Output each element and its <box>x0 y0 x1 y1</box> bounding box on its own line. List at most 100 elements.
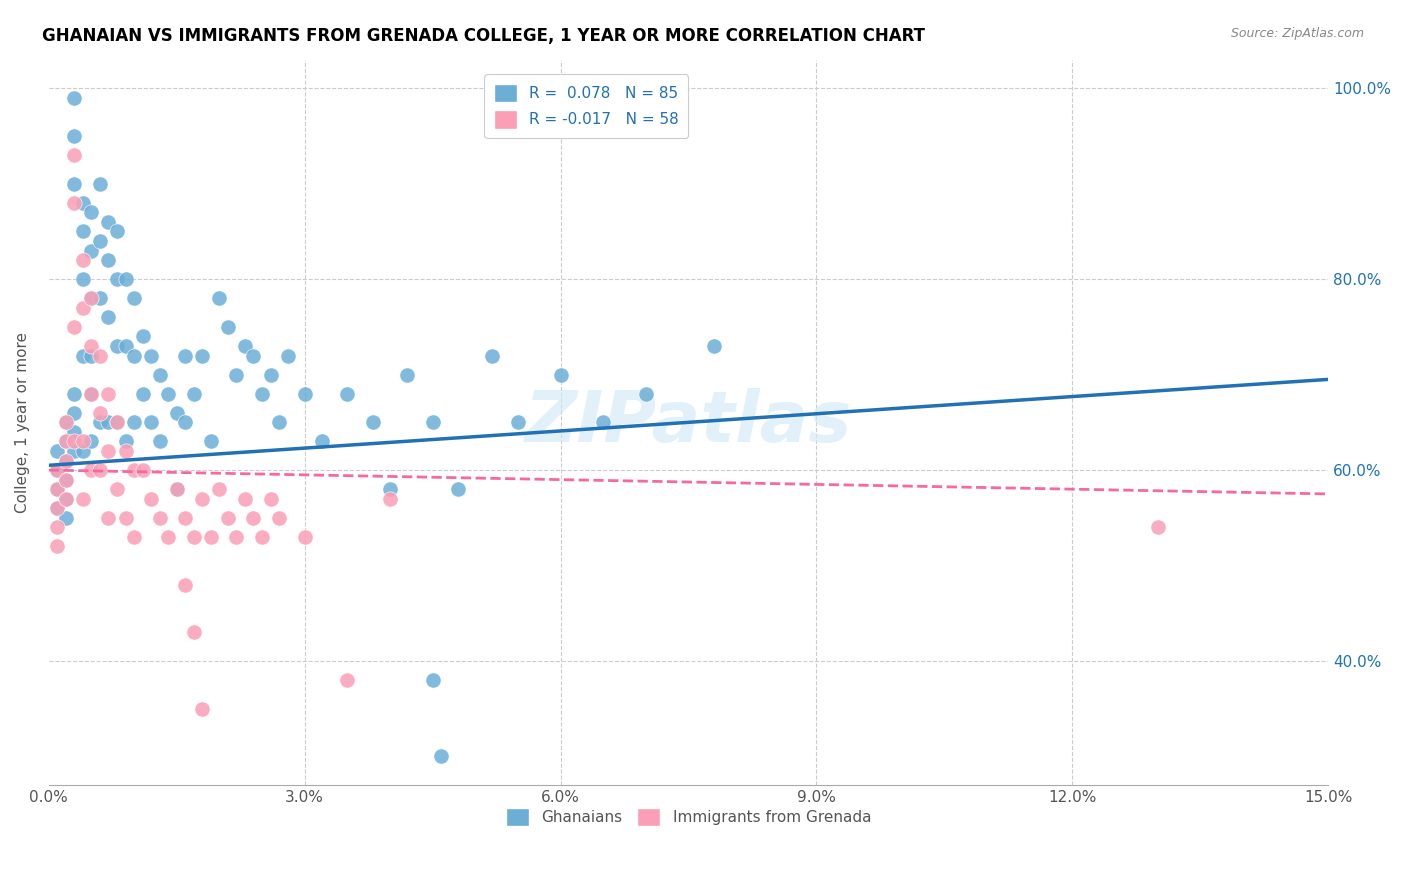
Point <box>361 415 384 429</box>
Point <box>55 453 77 467</box>
Point <box>703 339 725 353</box>
Point <box>191 349 214 363</box>
Point <box>55 473 77 487</box>
Point <box>149 510 172 524</box>
Point <box>122 530 145 544</box>
Point <box>114 339 136 353</box>
Point <box>63 91 86 105</box>
Point <box>80 291 103 305</box>
Point <box>80 463 103 477</box>
Point <box>55 491 77 506</box>
Point <box>63 177 86 191</box>
Point <box>55 453 77 467</box>
Point <box>481 349 503 363</box>
Legend: Ghanaians, Immigrants from Grenada: Ghanaians, Immigrants from Grenada <box>496 798 880 836</box>
Point <box>217 510 239 524</box>
Point <box>122 291 145 305</box>
Text: GHANAIAN VS IMMIGRANTS FROM GRENADA COLLEGE, 1 YEAR OR MORE CORRELATION CHART: GHANAIAN VS IMMIGRANTS FROM GRENADA COLL… <box>42 27 925 45</box>
Point <box>166 482 188 496</box>
Point <box>105 272 128 286</box>
Point <box>46 501 69 516</box>
Point <box>55 415 77 429</box>
Point <box>55 473 77 487</box>
Point <box>183 530 205 544</box>
Point <box>149 368 172 382</box>
Point <box>208 291 231 305</box>
Point <box>139 415 162 429</box>
Point <box>55 510 77 524</box>
Point <box>72 253 94 268</box>
Point <box>80 349 103 363</box>
Point <box>46 444 69 458</box>
Point <box>225 368 247 382</box>
Point <box>89 291 111 305</box>
Point <box>72 349 94 363</box>
Point <box>80 339 103 353</box>
Point <box>89 415 111 429</box>
Point <box>250 386 273 401</box>
Point <box>114 444 136 458</box>
Point <box>259 491 281 506</box>
Point <box>72 272 94 286</box>
Point <box>89 177 111 191</box>
Point <box>294 386 316 401</box>
Point <box>1146 520 1168 534</box>
Point <box>395 368 418 382</box>
Point <box>131 386 153 401</box>
Point <box>336 673 359 687</box>
Point <box>200 434 222 449</box>
Point <box>55 491 77 506</box>
Point <box>46 520 69 534</box>
Point <box>422 673 444 687</box>
Point <box>139 349 162 363</box>
Point <box>267 510 290 524</box>
Point <box>506 415 529 429</box>
Point <box>80 244 103 258</box>
Point <box>105 482 128 496</box>
Point <box>259 368 281 382</box>
Point <box>550 368 572 382</box>
Point <box>46 482 69 496</box>
Point <box>122 349 145 363</box>
Point <box>294 530 316 544</box>
Point <box>122 415 145 429</box>
Point <box>139 491 162 506</box>
Point <box>157 530 180 544</box>
Point <box>46 540 69 554</box>
Point <box>72 434 94 449</box>
Point <box>80 386 103 401</box>
Point <box>46 501 69 516</box>
Point <box>114 434 136 449</box>
Point <box>97 215 120 229</box>
Point <box>378 491 401 506</box>
Point <box>336 386 359 401</box>
Point <box>208 482 231 496</box>
Point <box>105 224 128 238</box>
Point <box>242 510 264 524</box>
Point <box>430 749 453 764</box>
Point <box>592 415 614 429</box>
Point <box>63 148 86 162</box>
Point <box>105 415 128 429</box>
Point <box>157 386 180 401</box>
Point <box>166 406 188 420</box>
Point <box>422 415 444 429</box>
Point <box>63 386 86 401</box>
Point <box>72 491 94 506</box>
Point <box>311 434 333 449</box>
Point <box>149 434 172 449</box>
Point <box>89 349 111 363</box>
Point <box>72 301 94 315</box>
Point <box>55 434 77 449</box>
Point <box>131 329 153 343</box>
Point <box>267 415 290 429</box>
Point <box>183 625 205 640</box>
Point <box>242 349 264 363</box>
Point <box>63 195 86 210</box>
Point <box>174 577 197 591</box>
Text: Source: ZipAtlas.com: Source: ZipAtlas.com <box>1230 27 1364 40</box>
Point <box>233 339 256 353</box>
Point <box>114 510 136 524</box>
Point <box>200 530 222 544</box>
Point <box>174 415 197 429</box>
